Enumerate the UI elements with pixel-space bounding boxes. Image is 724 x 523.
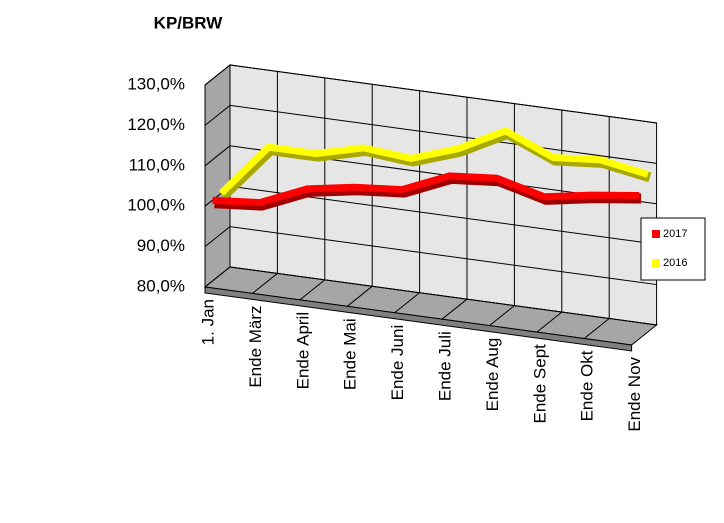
floor-grid-line <box>299 279 326 301</box>
floor-grid-line <box>489 305 515 327</box>
side-grid-line <box>204 266 231 288</box>
x-tick-label: Ende Juli <box>435 331 454 401</box>
x-tick-label: Ende April <box>293 312 312 390</box>
floor-grid-line <box>583 318 610 339</box>
legend-label: 2016 <box>663 257 687 269</box>
floor-grid-line <box>441 298 468 320</box>
y-tick-label: 110,0% <box>129 155 185 174</box>
y-tick-label: 90,0% <box>137 236 185 255</box>
side-grid-line <box>204 145 231 167</box>
legend-box <box>640 217 706 281</box>
line <box>212 172 640 207</box>
x-tick-label: Ende Juni <box>388 325 407 401</box>
grid-line <box>229 64 657 124</box>
y-tick-label: 80,0% <box>137 276 185 295</box>
grid-line <box>229 266 657 326</box>
x-tick-label: Ende Sept <box>530 344 549 424</box>
y-tick-label: 120,0% <box>127 115 185 134</box>
x-tick-label: 1. Jan <box>198 299 217 345</box>
side-grid-line <box>204 226 231 247</box>
floor-grid-line <box>536 311 563 333</box>
line <box>218 126 649 196</box>
side-grid-line <box>204 64 231 86</box>
floor-grid-line <box>252 273 278 294</box>
chart-title: KP/BRW <box>154 13 224 32</box>
plot-area <box>203 63 658 352</box>
legend-label: 2017 <box>663 228 687 240</box>
y-tick-label: 130,0% <box>127 74 185 93</box>
x-tick-label: Ende Nov <box>625 356 644 431</box>
floor-grid-line <box>346 285 373 307</box>
y-tick-label: 100,0% <box>127 196 185 215</box>
side-wall <box>204 63 231 289</box>
grid-line <box>229 226 657 286</box>
floor-grid-line <box>394 292 420 314</box>
x-tick-label: Ende Mai <box>341 318 360 390</box>
x-tick-label: Ende März <box>246 305 265 387</box>
legend: 2017 2016 <box>640 217 706 281</box>
x-tick-label: Ende Aug <box>483 338 502 412</box>
side-grid-line <box>204 105 231 126</box>
x-tick-label: Ende Okt <box>578 350 597 421</box>
legend-swatch <box>652 259 660 267</box>
grid-line <box>229 104 657 164</box>
legend-swatch <box>652 230 660 238</box>
